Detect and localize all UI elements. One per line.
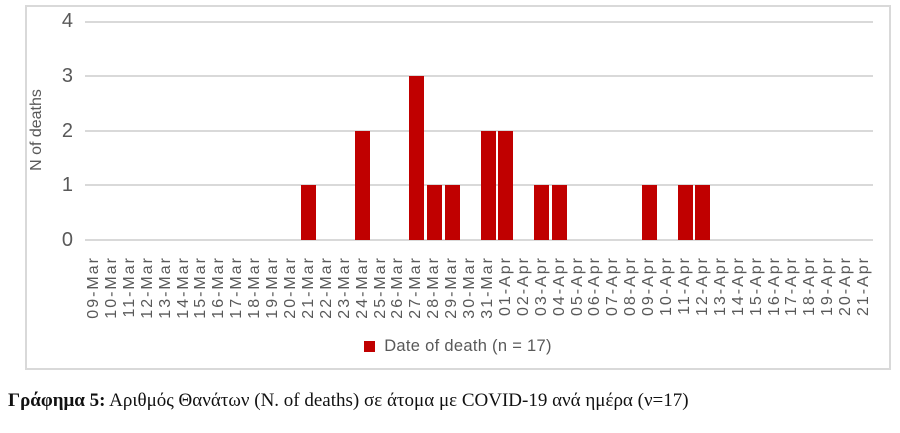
bar-31-Mar bbox=[480, 130, 496, 240]
bar-29-Mar bbox=[444, 185, 460, 241]
bar-12-Apr bbox=[695, 185, 711, 241]
bar-01-Apr bbox=[498, 130, 514, 240]
caption-text: Αριθμός Θανάτων (N. of deaths) σε άτομα … bbox=[105, 390, 689, 411]
bar-24-Mar bbox=[355, 130, 371, 240]
legend: Date of death (n = 17) bbox=[27, 337, 889, 356]
y-tick-3: 3 bbox=[61, 64, 73, 87]
bar-04-Apr bbox=[552, 185, 568, 241]
bar-11-Apr bbox=[677, 185, 693, 241]
gridline-3 bbox=[85, 74, 873, 77]
gridline-4 bbox=[85, 21, 873, 23]
caption-prefix: Γράφημα 5: bbox=[8, 390, 106, 411]
bar-03-Apr bbox=[534, 185, 550, 241]
y-tick-1: 1 bbox=[61, 174, 73, 197]
bar-09-Apr bbox=[641, 185, 657, 241]
legend-label: Date of death (n = 17) bbox=[384, 337, 552, 355]
legend-marker-square bbox=[364, 341, 376, 352]
plot-area bbox=[85, 21, 873, 241]
caption: Γράφημα 5: Αριθμός Θανάτων (N. of deaths… bbox=[8, 390, 888, 412]
bar-27-Mar bbox=[408, 75, 424, 241]
y-axis-ticks: 0 1 2 3 4 bbox=[27, 11, 73, 250]
y-tick-0: 0 bbox=[61, 229, 73, 251]
x-axis-labels: 09-Mar 10-Mar 11-Mar 12-Mar 13-Mar 14-Mar 15-M… bbox=[85, 240, 873, 352]
bar-28-Mar bbox=[426, 185, 442, 241]
bar-21-Mar bbox=[301, 185, 317, 241]
y-tick-4: 4 bbox=[61, 10, 73, 32]
gridline-0 bbox=[85, 239, 873, 241]
gridline-2 bbox=[85, 129, 873, 132]
gridline-1 bbox=[85, 184, 873, 187]
y-tick-2: 2 bbox=[61, 119, 73, 142]
